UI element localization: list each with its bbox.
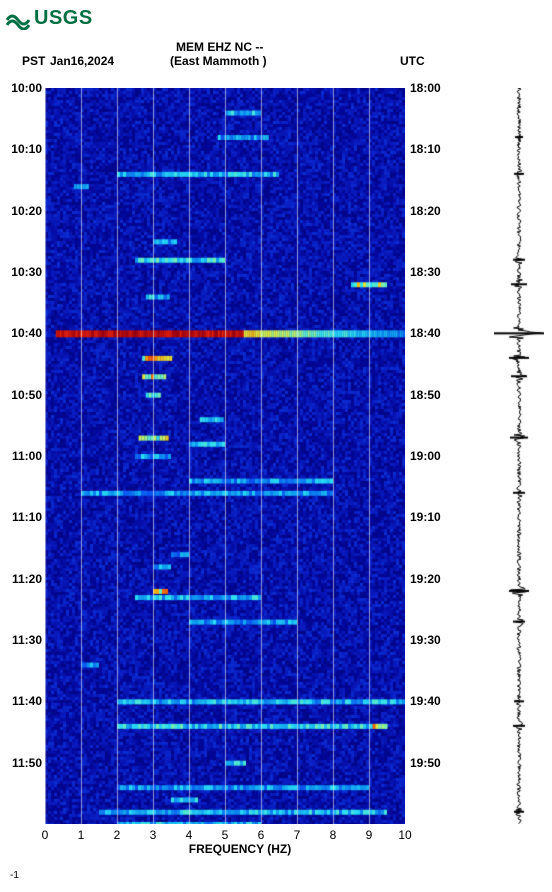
freq-tick: 7	[294, 828, 301, 842]
utc-tick: 18:50	[410, 388, 441, 402]
pst-tick: 10:30	[2, 265, 42, 279]
station-location: (East Mammoth )	[170, 54, 267, 68]
xaxis-title: FREQUENCY (HZ)	[150, 842, 330, 856]
pst-tick: 10:10	[2, 142, 42, 156]
freq-tick: 6	[258, 828, 265, 842]
wave-icon	[6, 6, 30, 30]
station-code: MEM EHZ NC --	[176, 40, 263, 54]
freq-tick: 9	[366, 828, 373, 842]
date-label: Jan16,2024	[50, 54, 114, 68]
utc-tick: 18:20	[410, 204, 441, 218]
freq-tick: 3	[150, 828, 157, 842]
utc-tick: 18:40	[410, 326, 441, 340]
usgs-logo: USGS	[6, 6, 93, 30]
freq-tick: 5	[222, 828, 229, 842]
freq-tick: 0	[42, 828, 49, 842]
spectrogram-plot	[45, 88, 405, 824]
pst-tick: 11:20	[2, 572, 42, 586]
freq-tick: 4	[186, 828, 193, 842]
freq-tick: 1	[78, 828, 85, 842]
utc-tick: 19:00	[410, 449, 441, 463]
utc-tick: 18:30	[410, 265, 441, 279]
spectrogram-canvas	[45, 88, 405, 824]
utc-tick: 18:00	[410, 81, 441, 95]
freq-tick: 2	[114, 828, 121, 842]
pst-tick: 11:30	[2, 633, 42, 647]
utc-tick: 19:10	[410, 510, 441, 524]
pst-tick: 11:10	[2, 510, 42, 524]
left-timezone: PST	[22, 54, 45, 68]
seismogram-trace	[494, 88, 544, 824]
utc-tick: 19:50	[410, 756, 441, 770]
logo-text: USGS	[34, 7, 93, 30]
right-timezone: UTC	[400, 54, 425, 68]
pst-tick: 11:50	[2, 756, 42, 770]
pst-tick: 10:40	[2, 326, 42, 340]
utc-tick: 19:40	[410, 694, 441, 708]
utc-tick: 19:20	[410, 572, 441, 586]
utc-tick: 18:10	[410, 142, 441, 156]
pst-tick: 10:20	[2, 204, 42, 218]
utc-tick: 19:30	[410, 633, 441, 647]
footer-mark: -1	[10, 870, 19, 881]
pst-tick: 10:00	[2, 81, 42, 95]
freq-tick: 10	[398, 828, 411, 842]
pst-tick: 11:00	[2, 449, 42, 463]
pst-tick: 10:50	[2, 388, 42, 402]
seismogram-canvas	[494, 88, 544, 824]
freq-tick: 8	[330, 828, 337, 842]
pst-tick: 11:40	[2, 694, 42, 708]
